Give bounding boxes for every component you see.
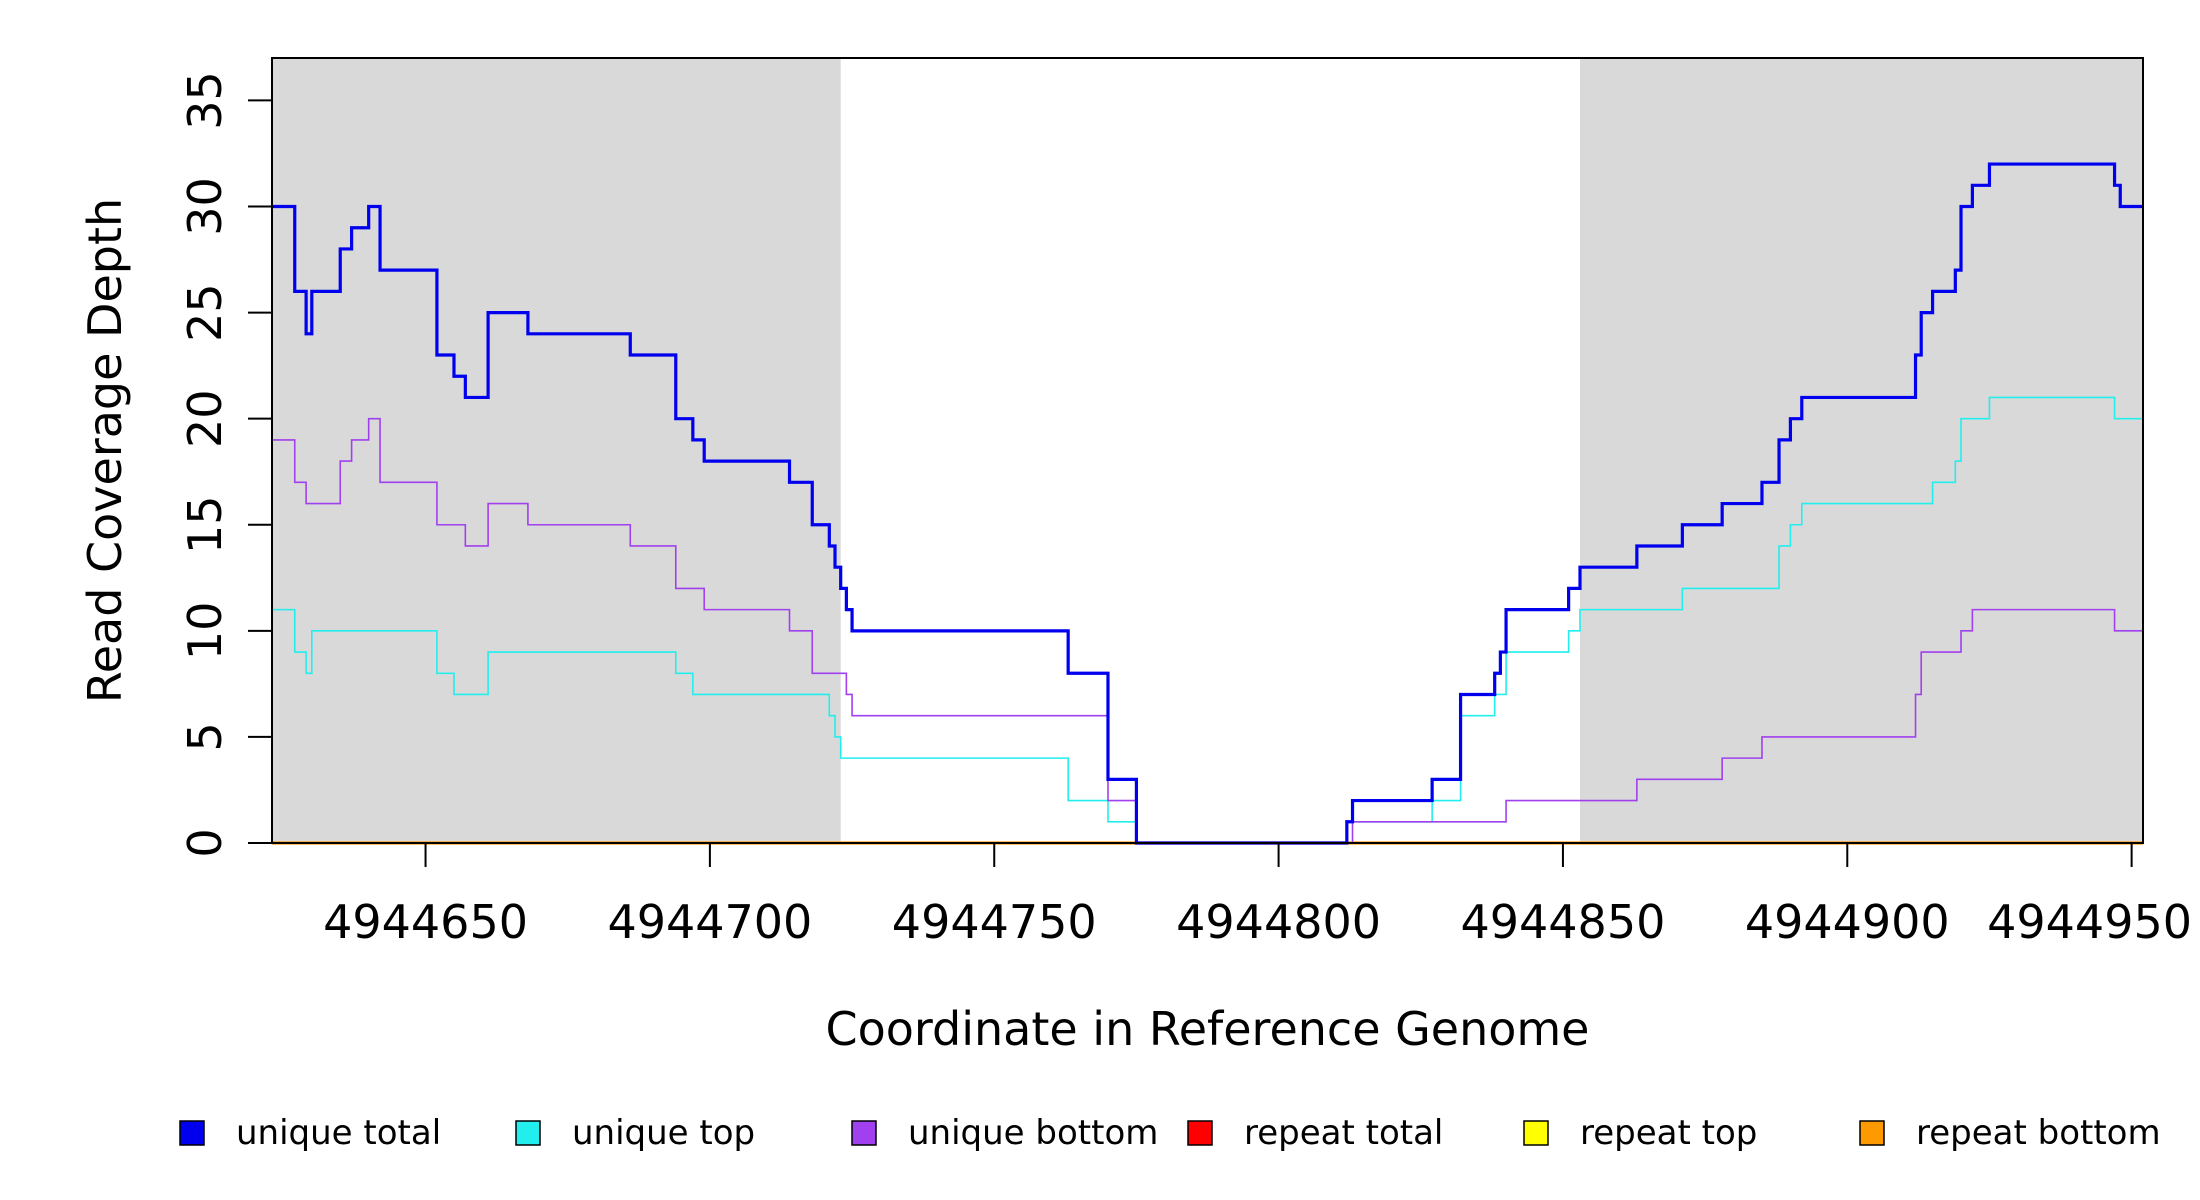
legend-label-unique-total: unique total (236, 1113, 441, 1153)
y-axis-title: Read Coverage Depth (78, 198, 132, 703)
y-tick-label: 10 (178, 602, 232, 661)
y-tick-label: 5 (178, 722, 232, 751)
legend-label-unique-bottom: unique bottom (908, 1113, 1158, 1153)
legend-label-unique-top: unique top (572, 1113, 755, 1153)
y-tick-label: 20 (178, 389, 232, 448)
x-axis: 4944650 4944700 4944750 4944800 4944850 49449… (323, 842, 2192, 949)
y-axis: 0 5 10 15 20 25 30 35 (178, 71, 273, 858)
legend-label-repeat-bottom: repeat bottom (1916, 1113, 2161, 1153)
y-tick-label: 0 (178, 828, 232, 857)
y-tick-label: 30 (178, 177, 232, 236)
y-tick-label: 15 (178, 495, 232, 554)
x-tick-label: 4944750 (892, 895, 1097, 949)
x-tick-label: 4944700 (607, 895, 812, 949)
shaded-region-2 (1579, 58, 2143, 843)
x-axis-title: Coordinate in Reference Genome (826, 1002, 1590, 1056)
shaded-regions (272, 58, 2143, 843)
legend-label-repeat-top: repeat top (1580, 1113, 1757, 1153)
legend-swatch-repeat-total (1187, 1120, 1213, 1146)
series-line-unique-total (272, 162, 2143, 845)
x-tick-label: 4944650 (323, 895, 528, 949)
y-tick-label: 25 (178, 283, 232, 342)
x-tick-label: 4944900 (1745, 895, 1950, 949)
legend-swatch-unique-total (179, 1120, 205, 1146)
legend: unique total unique top unique bottom repea… (179, 1113, 2161, 1153)
legend-swatch-repeat-bottom (1859, 1120, 1885, 1146)
series-line-unique-bottom (272, 417, 2143, 844)
y-tick-label: 35 (178, 71, 232, 130)
legend-swatch-repeat-top (1523, 1120, 1549, 1146)
legend-swatch-unique-bottom (851, 1120, 877, 1146)
legend-label-repeat-total: repeat total (1244, 1113, 1443, 1153)
x-tick-label: 4944950 (1987, 895, 2192, 949)
legend-swatch-unique-top (515, 1120, 541, 1146)
shaded-region-1 (272, 58, 841, 843)
x-tick-label: 4944800 (1176, 895, 1381, 949)
x-tick-label: 4944850 (1460, 895, 1665, 949)
